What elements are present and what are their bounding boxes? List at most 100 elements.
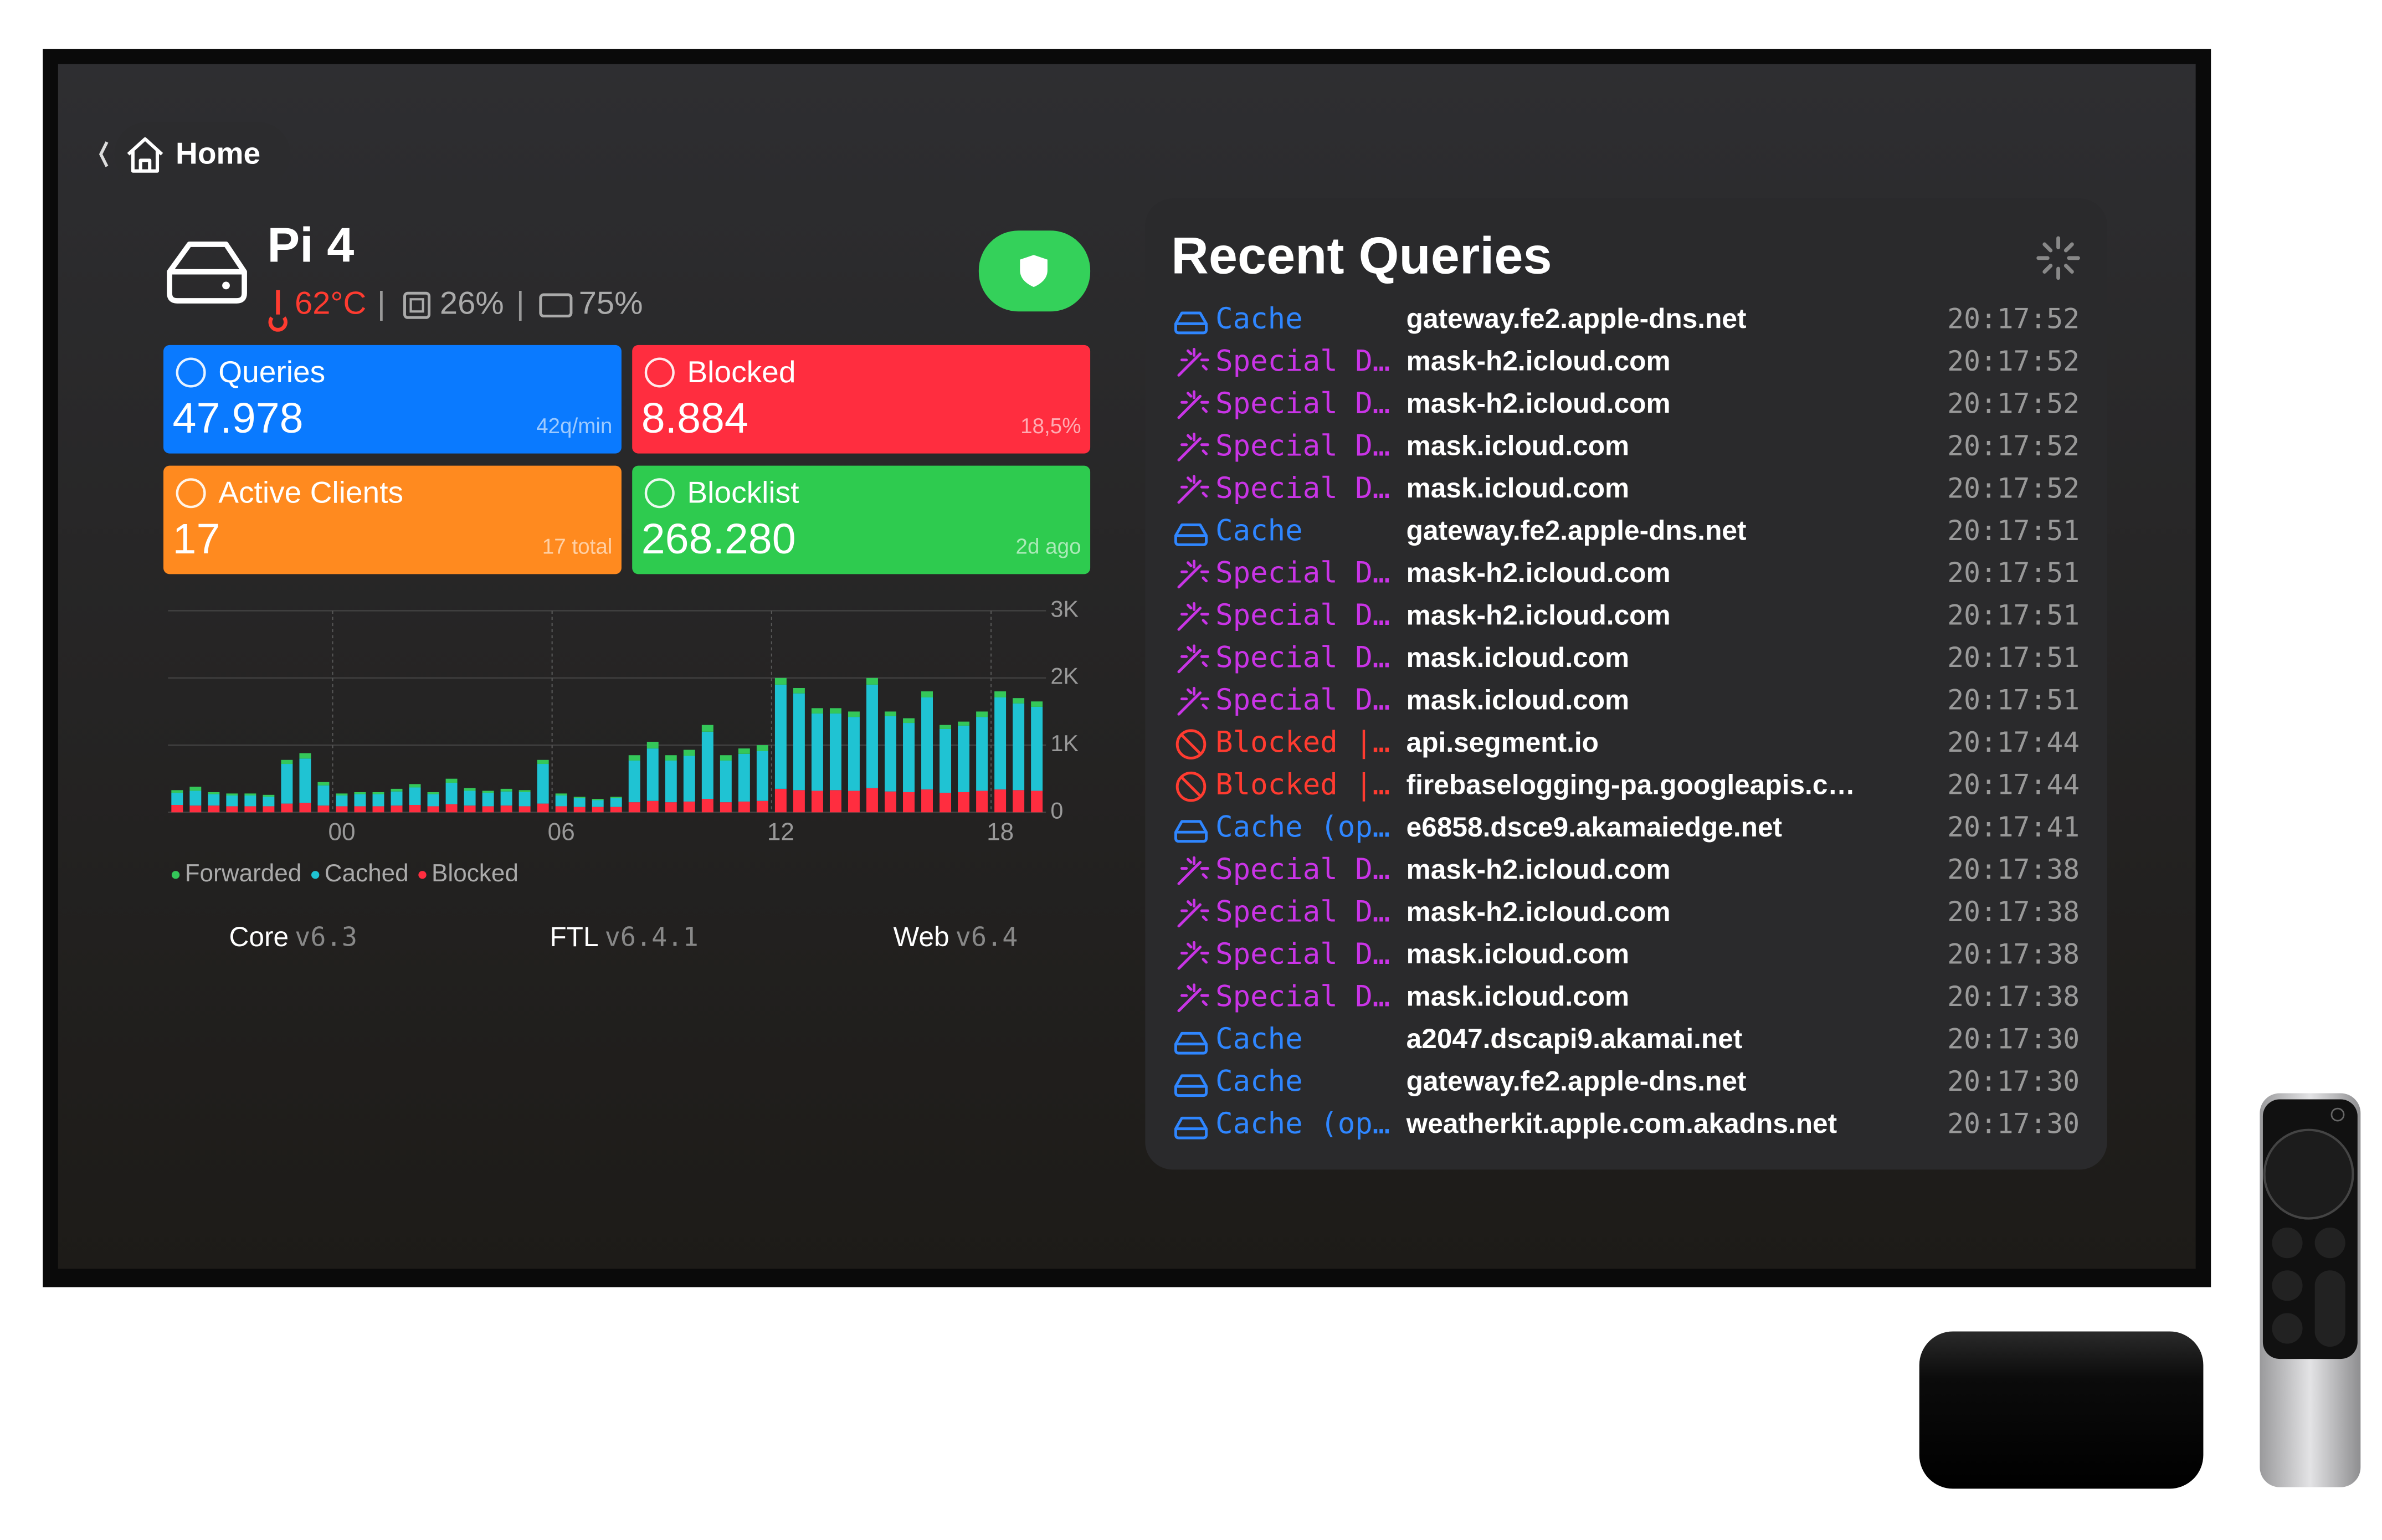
query-icon (1175, 771, 1207, 802)
special-icon (1177, 390, 1209, 419)
query-icon (1174, 1031, 1208, 1055)
query-icon (1177, 559, 1209, 589)
stat-sub: 2d ago (1016, 535, 1081, 559)
bar-segment (665, 802, 677, 813)
bar-segment (958, 792, 970, 813)
remote-mute[interactable] (2272, 1313, 2303, 1344)
blocked-icon (1175, 771, 1207, 802)
x-tick-label: 06 (548, 819, 575, 846)
bar-segment (903, 718, 915, 723)
bar-segment (646, 742, 659, 749)
bar-segment (665, 760, 677, 803)
special-icon (1177, 899, 1209, 928)
apple-tv-box (1919, 1331, 2204, 1489)
bar-segment (994, 691, 1007, 697)
bar-segment (445, 804, 458, 813)
bar-segment (519, 806, 531, 813)
query-icon (1177, 899, 1209, 928)
query-domain: gateway.fe2.apple-dns.net (1406, 515, 1747, 546)
bar-segment (848, 717, 860, 791)
y-tick-label: 1K (1050, 731, 1079, 756)
temperature: 62°C (295, 286, 366, 321)
query-status: Special D… (1215, 895, 1390, 929)
query-domain: mask-h2.icloud.com (1406, 854, 1671, 885)
query-time: 20:17:38 (1947, 854, 2080, 886)
bar-segment (336, 806, 348, 813)
remote-back[interactable] (2272, 1228, 2303, 1259)
bar-segment (354, 792, 366, 794)
query-domain: api.segment.io (1406, 727, 1599, 758)
bar-segment (866, 684, 878, 788)
query-icon (1177, 983, 1209, 1013)
bar-segment (701, 731, 713, 799)
bar-segment (372, 806, 384, 813)
cpu-icon (403, 291, 431, 319)
bar-segment (940, 725, 952, 729)
special-icon (1177, 432, 1209, 461)
stat-title: Queries (218, 355, 325, 389)
bar-segment (299, 803, 311, 813)
query-time: 20:17:51 (1947, 684, 2080, 716)
shield-icon (1020, 255, 1048, 288)
bar-segment (281, 759, 293, 764)
bar-segment (646, 800, 659, 813)
bar-segment (171, 790, 183, 793)
home-icon (127, 137, 163, 173)
bar-segment (317, 785, 330, 806)
bar-segment (189, 790, 202, 806)
blocked-icon-slash (1180, 734, 1202, 754)
bar-segment (921, 691, 933, 697)
query-icon (1177, 856, 1209, 885)
query-status: Cache (op… (1215, 1107, 1390, 1141)
remote-clickpad[interactable] (2263, 1128, 2354, 1220)
stat-icon (176, 357, 206, 388)
bar-segment (683, 756, 695, 802)
bar-segment (665, 755, 677, 761)
query-status: Special D… (1215, 853, 1390, 886)
bar-segment (354, 794, 366, 807)
remote-power[interactable] (2330, 1107, 2345, 1122)
bar-segment (866, 788, 878, 813)
bar-segment (683, 801, 695, 813)
bar-segment (226, 793, 238, 796)
bar-segment (592, 800, 604, 807)
bar-segment (756, 745, 768, 751)
stat-title: Blocklist (687, 475, 799, 510)
remote-play[interactable] (2272, 1270, 2303, 1301)
bar-segment (903, 723, 915, 792)
bar-segment (555, 793, 567, 796)
bar-segment (1013, 698, 1025, 704)
query-time: 20:17:30 (1947, 1023, 2080, 1055)
remote-volume[interactable] (2314, 1270, 2345, 1347)
bar-segment (573, 798, 586, 807)
bar-segment (610, 798, 622, 807)
bar-segment (354, 806, 366, 813)
device-led (222, 281, 230, 290)
query-time: 20:17:38 (1947, 938, 2080, 971)
bar-segment (464, 788, 476, 791)
query-icon (1177, 644, 1209, 674)
remote-tv[interactable] (2314, 1228, 2345, 1259)
cache-icon (1174, 1116, 1208, 1139)
version-number: v6.4 (956, 923, 1018, 953)
bar-segment (756, 800, 768, 813)
bar-segment (427, 806, 439, 813)
bar-segment (482, 790, 494, 793)
bar-segment (445, 778, 458, 783)
bar-segment (372, 792, 384, 794)
bar-segment (976, 711, 988, 717)
stat-title: Active Clients (218, 475, 403, 510)
panel-title: Recent Queries (1171, 226, 1552, 284)
query-status: Cache (op… (1215, 810, 1390, 844)
query-status: Special D… (1215, 387, 1390, 420)
bar-segment (171, 805, 183, 813)
query-icon (1177, 348, 1209, 377)
special-icon (1177, 475, 1209, 504)
query-domain: mask.icloud.com (1406, 642, 1630, 673)
stat-value: 268.280 (641, 515, 796, 563)
bar-segment (628, 755, 640, 761)
query-domain: firebaselogging-pa.googleapis.c… (1406, 769, 1855, 800)
device-name: Pi 4 (267, 218, 354, 273)
bar-segment (336, 795, 348, 807)
bar-segment (610, 797, 622, 798)
